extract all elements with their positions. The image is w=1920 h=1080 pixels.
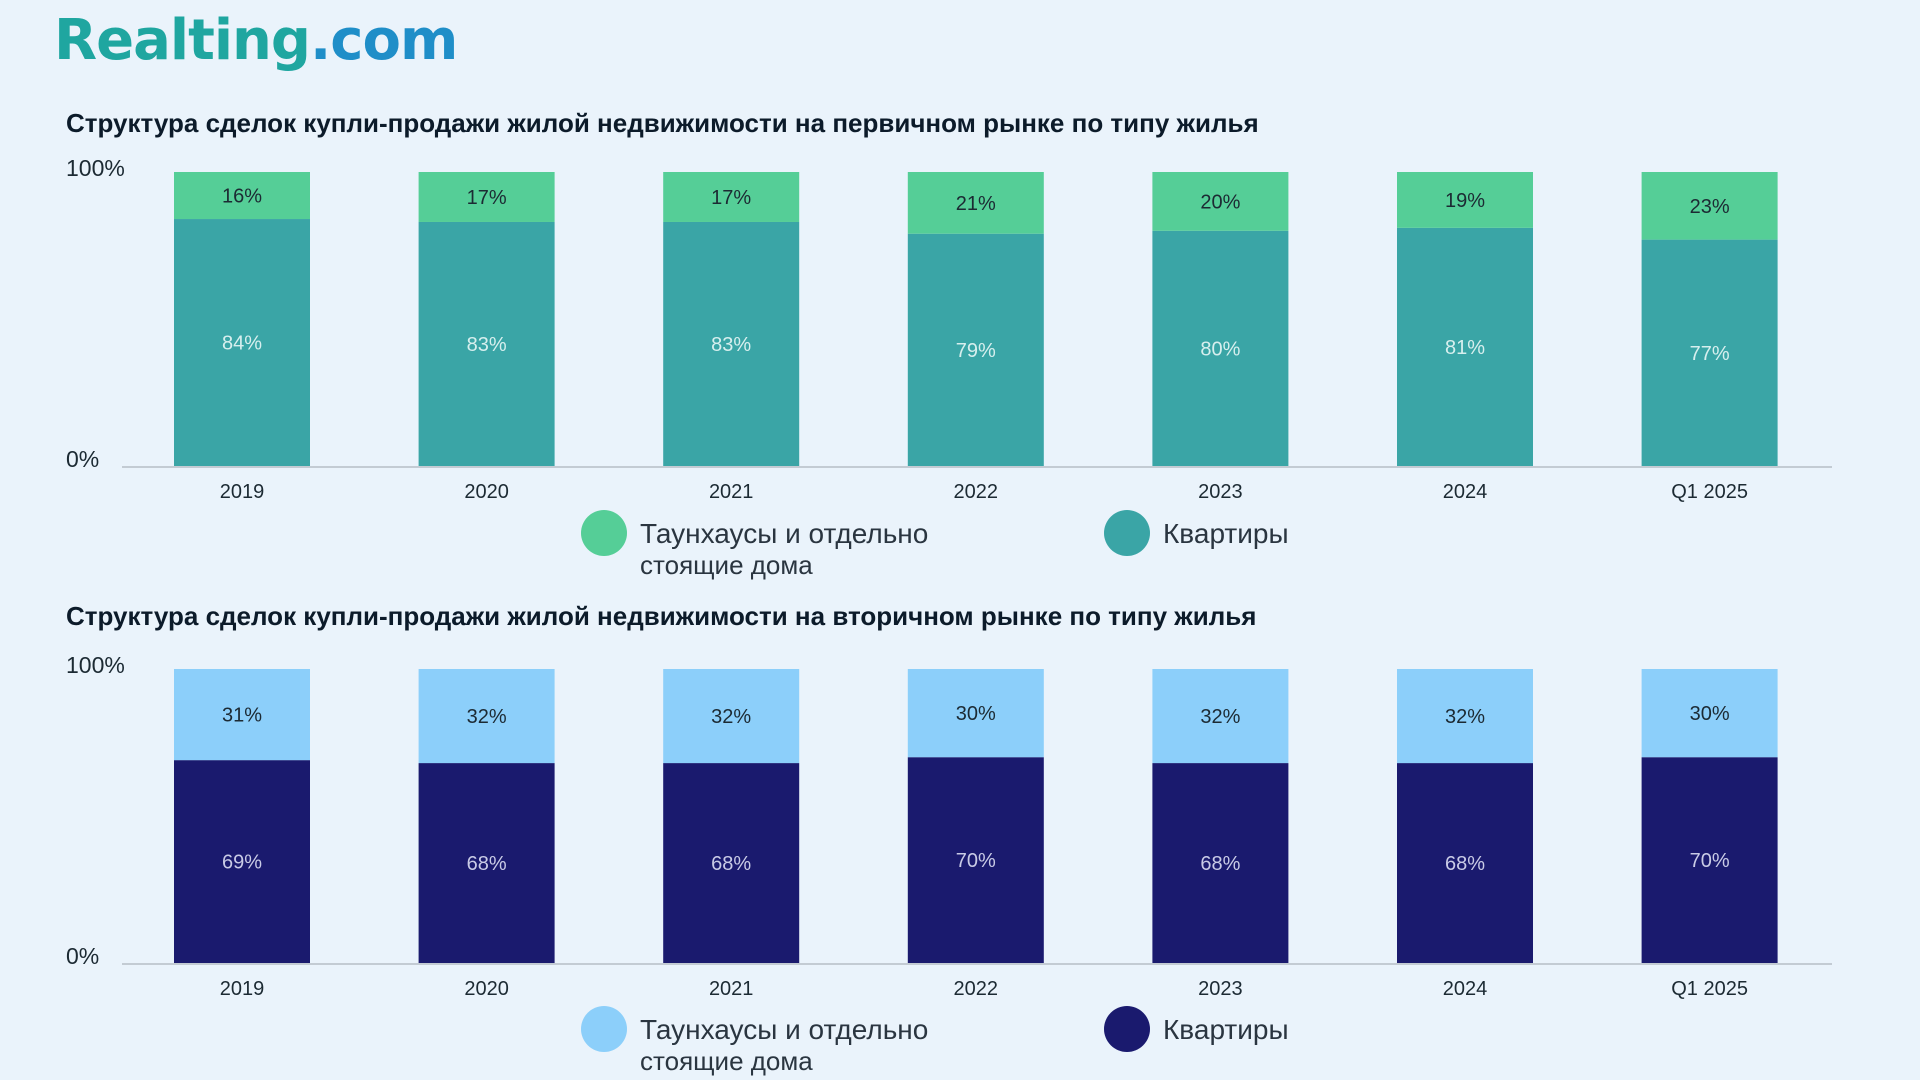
y-tick-label: 0%: [66, 943, 99, 969]
bar-segment: [1641, 757, 1778, 963]
bar-segment: [663, 172, 800, 222]
bar-segment: [907, 233, 1044, 466]
x-tick-label: 2021: [709, 481, 754, 503]
x-tick-label: 2022: [954, 481, 999, 503]
data-label: 83%: [467, 334, 507, 356]
x-tick-label: 2023: [1198, 481, 1243, 503]
data-label: 79%: [956, 340, 996, 362]
bar-segment: [174, 219, 310, 466]
bar-segment: [1397, 172, 1533, 228]
bar-segment: [907, 172, 1044, 234]
bar-segment: [418, 669, 555, 764]
y-tick-label: 100%: [66, 652, 125, 678]
x-tick-label: 2019: [220, 978, 265, 1000]
legend-label-line2: стоящие дома: [640, 550, 813, 580]
x-tick-label: Q1 2025: [1671, 978, 1748, 1000]
bar-segment: [418, 172, 555, 222]
data-label: 70%: [1690, 850, 1730, 872]
logo-main: Realting: [54, 8, 311, 73]
data-label: 31%: [222, 705, 262, 727]
legend-swatch: [581, 510, 627, 556]
data-label: 68%: [467, 853, 507, 875]
data-label: 20%: [1200, 191, 1240, 213]
data-label: 21%: [956, 193, 996, 215]
x-tick-label: 2022: [954, 978, 999, 1000]
y-tick-label: 0%: [66, 446, 99, 472]
x-tick-label: 2021: [709, 978, 754, 1000]
data-label: 30%: [956, 703, 996, 725]
data-label: 32%: [467, 706, 507, 728]
data-label: 81%: [1445, 337, 1485, 359]
bar-segment: [1152, 669, 1289, 764]
x-tick-label: 2020: [464, 481, 509, 503]
legend-label-line2: стоящие дома: [640, 1046, 813, 1076]
realting-logo[interactable]: Realting.com: [54, 8, 458, 73]
x-tick-label: 2023: [1198, 978, 1243, 1000]
y-tick-label: 100%: [66, 155, 125, 181]
x-tick-label: 2019: [220, 481, 265, 503]
legend-swatch: [1104, 1006, 1150, 1052]
data-label: 16%: [222, 186, 262, 208]
bar-segment: [663, 669, 800, 764]
chart-title: Структура сделок купли-продажи жилой нед…: [66, 108, 1259, 138]
data-label: 68%: [1445, 853, 1485, 875]
data-label: 69%: [222, 852, 262, 874]
data-label: 17%: [467, 187, 507, 209]
x-tick-label: 2024: [1443, 978, 1488, 1000]
bar-segment: [174, 760, 310, 963]
bar-segment: [1641, 172, 1778, 240]
data-label: 77%: [1690, 343, 1730, 365]
bar-segment: [1152, 172, 1289, 231]
data-label: 68%: [1200, 853, 1240, 875]
bar-segment: [1641, 239, 1778, 466]
data-label: 19%: [1445, 190, 1485, 212]
data-label: 17%: [711, 187, 751, 209]
bar-segment: [907, 669, 1044, 758]
data-label: 84%: [222, 333, 262, 355]
data-label: 68%: [711, 853, 751, 875]
chart-title: Структура сделок купли-продажи жилой нед…: [66, 601, 1256, 631]
bar-segment: [907, 757, 1044, 963]
bar-segment: [1397, 669, 1533, 764]
bar-segment: [663, 763, 800, 963]
legend-label: Таунхаусы и отдельно: [640, 1014, 928, 1045]
data-label: 32%: [1445, 706, 1485, 728]
bar-segment: [174, 172, 310, 220]
legend-label: Таунхаусы и отдельно: [640, 518, 928, 549]
bar-segment: [418, 763, 555, 963]
data-label: 83%: [711, 334, 751, 356]
bar-segment: [174, 669, 310, 761]
data-label: 32%: [1200, 706, 1240, 728]
bar-segment: [1152, 230, 1289, 466]
bar-segment: [1152, 763, 1289, 963]
data-label: 80%: [1200, 338, 1240, 360]
x-tick-label: 2020: [464, 978, 509, 1000]
legend-swatch: [1104, 510, 1150, 556]
bar-segment: [663, 221, 800, 466]
data-label: 23%: [1690, 196, 1730, 218]
legend-swatch: [581, 1006, 627, 1052]
legend-label: Квартиры: [1163, 1014, 1289, 1045]
data-label: 70%: [956, 850, 996, 872]
legend-label: Квартиры: [1163, 518, 1289, 549]
bar-segment: [1397, 227, 1533, 466]
bar-segment: [1641, 669, 1778, 758]
x-tick-label: Q1 2025: [1671, 481, 1748, 503]
bar-segment: [418, 221, 555, 466]
data-label: 30%: [1690, 703, 1730, 725]
logo-suffix: .com: [310, 8, 458, 73]
data-label: 32%: [711, 706, 751, 728]
x-tick-label: 2024: [1443, 481, 1488, 503]
bar-segment: [1397, 763, 1533, 963]
